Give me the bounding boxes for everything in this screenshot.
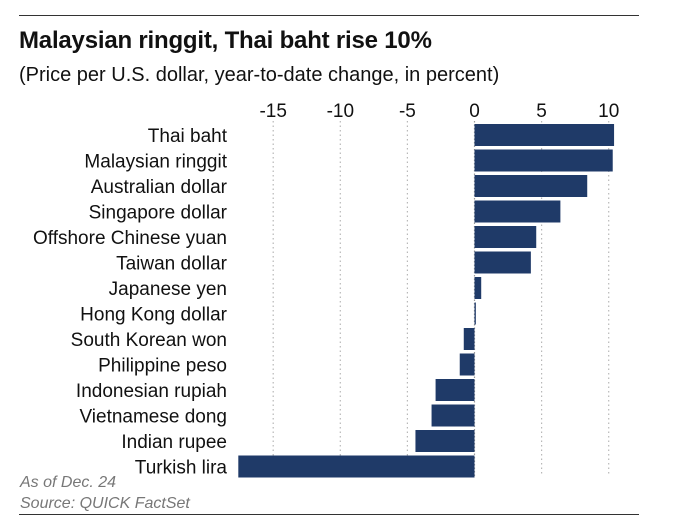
bar-thai-baht	[474, 124, 615, 146]
bar-turkish-lira	[238, 455, 475, 478]
chart-subtitle: (Price per U.S. dollar, year-to-date cha…	[19, 64, 500, 86]
bottom-rule	[19, 514, 639, 515]
bar-hong-kong-dollar	[474, 302, 476, 325]
category-label: Offshore Chinese yuan	[33, 228, 227, 249]
bar-indian-rupee	[415, 430, 475, 452]
category-label: Turkish lira	[135, 458, 228, 479]
bar-offshore-chinese-yuan	[474, 226, 537, 248]
tick-layer: -15 -10 -5 0 5 10	[259, 101, 619, 122]
category-label: Hong Kong dollar	[80, 305, 227, 326]
source-note: Source: QUICK FactSet	[20, 495, 190, 512]
bar-vietnamese-dong	[431, 404, 475, 427]
category-label: South Korean won	[71, 330, 227, 351]
category-label-layer: Thai baht Malaysian ringgit Australian dol…	[33, 126, 228, 479]
category-label: Australian dollar	[91, 177, 228, 198]
category-label: Taiwan dollar	[116, 254, 228, 275]
bar-singapore-dollar	[474, 200, 561, 223]
category-label: Indian rupee	[121, 432, 227, 453]
bar-south-korean-won	[463, 328, 475, 350]
x-tick-label: 5	[536, 101, 547, 122]
category-label: Vietnamese dong	[79, 407, 227, 428]
x-tick-label: -10	[327, 101, 354, 122]
bar-malaysian-ringgit	[474, 149, 613, 172]
category-label: Japanese yen	[109, 279, 227, 300]
x-tick-label: 0	[469, 101, 480, 122]
top-rule	[19, 15, 639, 16]
bar-australian-dollar	[474, 175, 588, 197]
x-tick-label: -5	[399, 101, 416, 122]
category-label: Indonesian rupiah	[76, 381, 227, 402]
as-of-note: As of Dec. 24	[20, 474, 117, 491]
x-tick-label: 10	[598, 101, 619, 122]
bar-layer	[238, 124, 615, 478]
bar-indonesian-rupiah	[435, 379, 475, 401]
x-tick-label: -15	[259, 101, 286, 122]
category-label: Thai baht	[148, 126, 228, 147]
category-label: Singapore dollar	[89, 203, 228, 224]
bar-philippine-peso	[459, 353, 475, 376]
category-label: Philippine peso	[98, 356, 227, 377]
bar-taiwan-dollar	[474, 251, 531, 274]
category-label: Malaysian ringgit	[84, 152, 227, 173]
chart-title: Malaysian ringgit, Thai baht rise 10%	[19, 27, 432, 54]
bar-japanese-yen	[474, 277, 482, 299]
